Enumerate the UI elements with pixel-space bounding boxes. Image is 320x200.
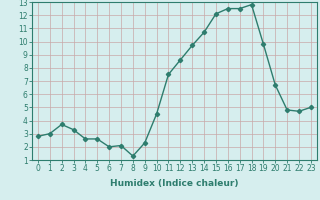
X-axis label: Humidex (Indice chaleur): Humidex (Indice chaleur) (110, 179, 239, 188)
